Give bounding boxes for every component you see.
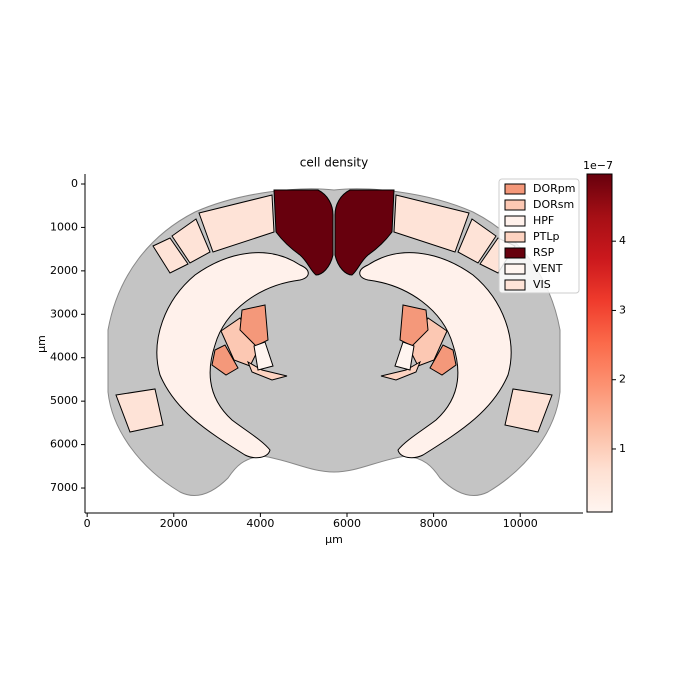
region — [457, 218, 497, 264]
x-tick-label: 4000 — [246, 517, 274, 530]
region — [409, 317, 448, 367]
colorbar-offset: 1e−7 — [583, 159, 613, 172]
legend-label: PTLp — [533, 230, 559, 243]
colorbar-tick-label: 2 — [619, 373, 626, 386]
colorbar-tick-label: 3 — [619, 303, 626, 316]
region — [394, 341, 415, 371]
legend-label: HPF — [533, 214, 554, 227]
region — [220, 317, 259, 367]
legend-swatch — [504, 247, 526, 259]
region — [253, 341, 274, 371]
region — [359, 252, 512, 459]
legend-swatch — [504, 199, 526, 211]
colorbar — [586, 173, 613, 513]
x-axis-label: µm — [325, 533, 343, 546]
x-tick-label: 0 — [84, 517, 91, 530]
y-tick-label: 6000 — [50, 438, 78, 451]
y-tick-label: 0 — [71, 177, 78, 190]
x-tick-label: 2000 — [160, 517, 188, 530]
legend-swatch — [504, 263, 526, 275]
x-tick-label: 10000 — [503, 517, 538, 530]
legend-swatch — [504, 231, 526, 243]
y-tick-label: 1000 — [50, 220, 78, 233]
legend-label: DORpm — [533, 182, 575, 195]
legend-swatch — [504, 279, 526, 291]
legend-label: RSP — [533, 246, 555, 259]
colorbar-tick-label: 4 — [619, 234, 626, 247]
region — [429, 344, 457, 376]
colorbar-tick-label: 1 — [619, 442, 626, 455]
y-tick-label: 5000 — [50, 394, 78, 407]
region — [211, 344, 239, 376]
region — [504, 388, 553, 433]
region — [393, 194, 470, 253]
legend-label: VIS — [533, 278, 551, 291]
region — [156, 252, 309, 459]
chart-title: cell density — [300, 156, 368, 170]
region — [115, 388, 164, 433]
region — [198, 194, 275, 253]
x-tick-label: 6000 — [333, 517, 361, 530]
y-tick-label: 4000 — [50, 351, 78, 364]
y-tick-label: 2000 — [50, 264, 78, 277]
y-axis-label: µm — [35, 335, 48, 353]
legend-label: DORsm — [533, 198, 574, 211]
region — [273, 189, 334, 276]
legend-swatch — [504, 215, 526, 227]
region — [152, 237, 189, 274]
legend-label: VENT — [533, 262, 563, 275]
legend-swatch — [504, 183, 526, 195]
y-tick-label: 7000 — [50, 481, 78, 494]
x-tick-label: 8000 — [420, 517, 448, 530]
y-tick-label: 3000 — [50, 307, 78, 320]
region — [171, 218, 211, 264]
region — [334, 189, 395, 276]
